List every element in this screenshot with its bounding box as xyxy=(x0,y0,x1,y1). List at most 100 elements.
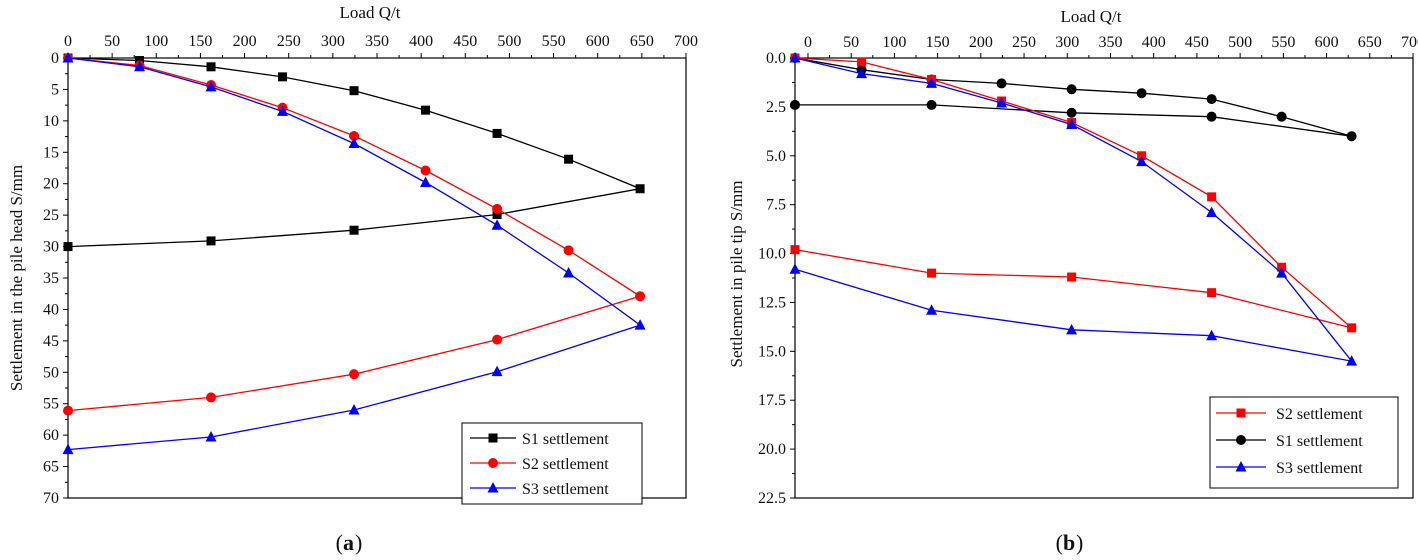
data-point-s3-settlement xyxy=(634,319,646,330)
y-tick-label: 65 xyxy=(43,459,59,476)
data-point-s3-settlement xyxy=(856,67,868,79)
x-tick-label: 250 xyxy=(277,33,301,50)
legend-label-s3-settlement: S3 settlement xyxy=(1276,460,1363,477)
data-point-s3-settlement xyxy=(62,443,74,455)
legend-b: S2 settlement S1 settlement S3 settlement xyxy=(1209,396,1399,489)
x-tick-label: 300 xyxy=(1055,34,1079,51)
data-point-s1-settlement xyxy=(349,86,359,96)
data-point-s1-settlement xyxy=(1206,94,1217,105)
data-point-s3-settlement xyxy=(1136,155,1148,167)
data-point-s2-settlement xyxy=(1347,323,1357,333)
legend-label-s2-settlement: S2 settlement xyxy=(522,456,609,473)
svg-text:(: ( xyxy=(1056,530,1063,555)
x-tick-label: 400 xyxy=(1142,34,1166,51)
x-axis-ticks-b: 0 50 100 150 200 250 300 350 400 450 500 550 600 650 7… xyxy=(804,34,1418,58)
y-tick-label: 10.0 xyxy=(758,246,786,263)
y-axis-ticks-a: 0 5 10 15 20 25 30 35 40 45 50 55 60 65 70 xyxy=(43,50,68,507)
data-point-s1-settlement xyxy=(996,78,1007,89)
x-tick-label: 200 xyxy=(233,33,257,50)
svg-text:(: ( xyxy=(336,530,343,555)
y-tick-label: 7.5 xyxy=(766,197,786,214)
x-tick-label: 500 xyxy=(497,33,521,50)
y-tick-label: 15.0 xyxy=(758,343,786,360)
legend-label-s1-settlement: S1 settlement xyxy=(522,431,609,448)
data-point-s3-settlement xyxy=(420,176,432,187)
data-point-s1-settlement xyxy=(926,99,937,110)
x-tick-label: 200 xyxy=(969,34,993,51)
y-tick-label: 20.0 xyxy=(758,441,786,458)
y-axis-title-b: Settlement in pile tip S/mm xyxy=(727,181,746,368)
x-tick-label: 650 xyxy=(1358,34,1382,51)
data-point-s3-settlement xyxy=(926,304,938,315)
x-axis-ticks-a: 0 50 100 150 200 250 300 350 400 450 500 550 600 650 7… xyxy=(64,33,698,58)
data-point-s2-settlement xyxy=(349,369,360,380)
data-point-s3-settlement xyxy=(1066,323,1078,335)
x-tick-label: 600 xyxy=(586,33,610,50)
data-point-s1-settlement xyxy=(635,184,645,194)
y-tick-label: 25 xyxy=(43,207,59,224)
data-point-s3-settlement xyxy=(491,219,503,230)
x-tick-label: 150 xyxy=(926,34,950,51)
data-point-s1-settlement xyxy=(63,242,73,252)
series-group-b xyxy=(789,52,1358,366)
data-point-s2-settlement xyxy=(563,245,574,256)
y-tick-label: 30 xyxy=(43,239,59,256)
y-tick-label: 55 xyxy=(43,396,59,413)
legend-marker-s1-settlement xyxy=(1236,435,1246,445)
y-tick-label: 17.5 xyxy=(758,392,786,409)
legend-a: S1 settlement S2 settlement S3 settlement xyxy=(461,422,643,505)
legend-marker-s1-settlement xyxy=(488,433,498,443)
panel-a: 0 50 100 150 200 250 300 350 400 450 500 550 600 650 7… xyxy=(7,3,698,555)
data-point-s1-settlement xyxy=(790,99,800,110)
y-tick-label: 10 xyxy=(43,113,59,130)
data-point-s2-settlement xyxy=(1207,192,1217,202)
data-point-s1-settlement xyxy=(1346,131,1357,142)
x-axis-title-b: Load Q/t xyxy=(1061,7,1122,26)
y-tick-label: 12.5 xyxy=(758,294,786,311)
series-s3-settlement xyxy=(789,52,1358,366)
y-tick-label: 50 xyxy=(43,364,59,381)
data-point-s3-settlement xyxy=(134,60,146,72)
y-tick-label: 2.5 xyxy=(766,99,786,116)
data-point-s2-settlement xyxy=(492,203,503,214)
data-point-s3-settlement xyxy=(789,52,801,63)
data-point-s3-settlement xyxy=(348,404,360,415)
data-point-s1-settlement xyxy=(1136,88,1147,99)
x-tick-label: 350 xyxy=(365,33,389,50)
data-point-s3-settlement xyxy=(1066,118,1078,129)
series-group-a xyxy=(62,52,646,455)
x-tick-label: 700 xyxy=(674,33,698,50)
data-point-s1-settlement xyxy=(1276,111,1287,122)
data-point-s2-settlement xyxy=(1067,272,1077,282)
panel-b: 0 50 100 150 200 250 300 350 400 450 500 550 600 650 7… xyxy=(727,7,1418,555)
data-point-s1-settlement xyxy=(421,105,431,115)
data-point-s2-settlement xyxy=(857,57,867,67)
data-point-s1-settlement xyxy=(349,225,359,235)
legend-label-s1-settlement: S1 settlement xyxy=(1276,433,1363,450)
data-point-s2-settlement xyxy=(927,268,937,278)
x-tick-label: 700 xyxy=(1401,34,1418,51)
x-tick-label: 550 xyxy=(1271,34,1295,51)
x-tick-label: 150 xyxy=(188,33,212,50)
data-point-s1-settlement xyxy=(492,210,502,220)
x-tick-label: 500 xyxy=(1228,34,1252,51)
y-axis-title-a: Settlement in the pile head S/mm xyxy=(7,165,26,391)
x-tick-label: 100 xyxy=(882,34,906,51)
legend-marker-s3-settlement xyxy=(487,482,499,493)
legend-label-s2-settlement: S2 settlement xyxy=(1276,406,1363,423)
data-point-s3-settlement xyxy=(348,137,360,148)
x-tick-label: 100 xyxy=(144,33,168,50)
panel-label-b: ( b ) xyxy=(1056,530,1084,555)
legend-label-s3-settlement: S3 settlement xyxy=(522,481,609,498)
data-point-s1-settlement xyxy=(1066,107,1077,118)
legend-marker-s3-settlement xyxy=(1235,461,1247,472)
series-s1-settlement xyxy=(63,53,645,252)
data-point-s3-settlement xyxy=(789,263,801,274)
data-point-s3-settlement xyxy=(491,365,503,377)
x-tick-label: 550 xyxy=(542,33,566,50)
panel-letter-b: b xyxy=(1063,530,1075,555)
x-tick-label: 0 xyxy=(804,34,812,51)
data-point-s2-settlement xyxy=(1207,288,1217,298)
data-point-s1-settlement xyxy=(1066,84,1077,95)
data-point-s3-settlement xyxy=(1276,267,1288,278)
